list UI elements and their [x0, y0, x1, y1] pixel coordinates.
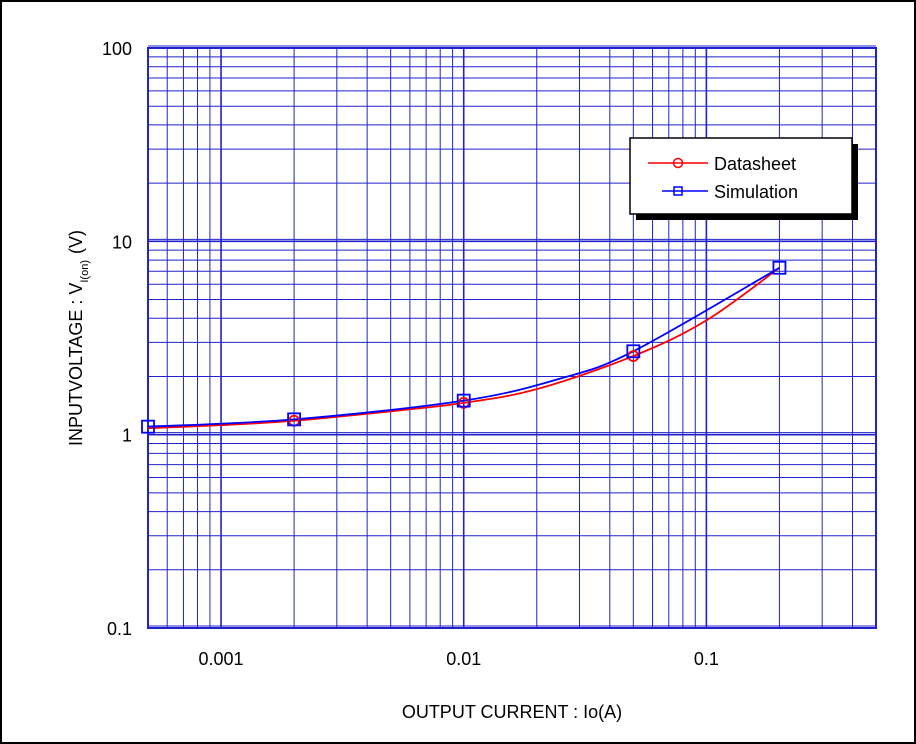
data-point-simulation	[287, 412, 301, 427]
data-point-simulation	[772, 260, 787, 275]
series-line-datasheet	[147, 267, 780, 430]
data-point-datasheet	[457, 396, 470, 409]
y-axis-label-sub: I(on)	[79, 260, 91, 283]
series-markers	[141, 260, 787, 434]
x-tick-label: 0.001	[199, 649, 244, 669]
plot-border	[147, 47, 877, 629]
tick-labels: 0.001 0.01 0.1 0.1 1 10 100	[102, 39, 719, 669]
y-tick-label: 100	[102, 39, 132, 59]
data-point-simulation	[626, 344, 641, 359]
x-axis-label: OUTPUT CURRENT : Io(A)	[402, 702, 622, 722]
series-line-simulation	[147, 266, 780, 428]
svg-text:Datasheet: Datasheet	[714, 154, 796, 174]
legend: Datasheet Simulation	[629, 137, 858, 220]
y-tick-label: 1	[122, 426, 132, 446]
data-point-simulation	[141, 419, 155, 434]
y-tick-label: 10	[112, 232, 132, 252]
y-tick-label: 0.1	[107, 619, 132, 639]
x-tick-label: 0.01	[446, 649, 481, 669]
series-lines	[147, 266, 780, 430]
legend-item-datasheet: Datasheet	[648, 154, 796, 174]
svg-text:Simulation: Simulation	[714, 182, 798, 202]
y-axis-label-main: INPUTVOLTAGE : V	[66, 283, 86, 446]
y-axis-label: INPUTVOLTAGE : VI(on) (V)	[66, 230, 91, 446]
y-axis-label-unit: (V)	[66, 230, 86, 254]
legend-item-simulation: Simulation	[662, 182, 798, 202]
data-point-datasheet	[627, 350, 640, 362]
grid	[147, 45, 877, 629]
data-point-simulation	[456, 393, 471, 408]
legend-box	[629, 137, 853, 215]
svg-text:INPUTVOLTAGE : VI(on)(V): INPUTVOLTAGE : VI(on) (V)	[66, 230, 91, 446]
x-tick-label: 0.1	[694, 649, 719, 669]
